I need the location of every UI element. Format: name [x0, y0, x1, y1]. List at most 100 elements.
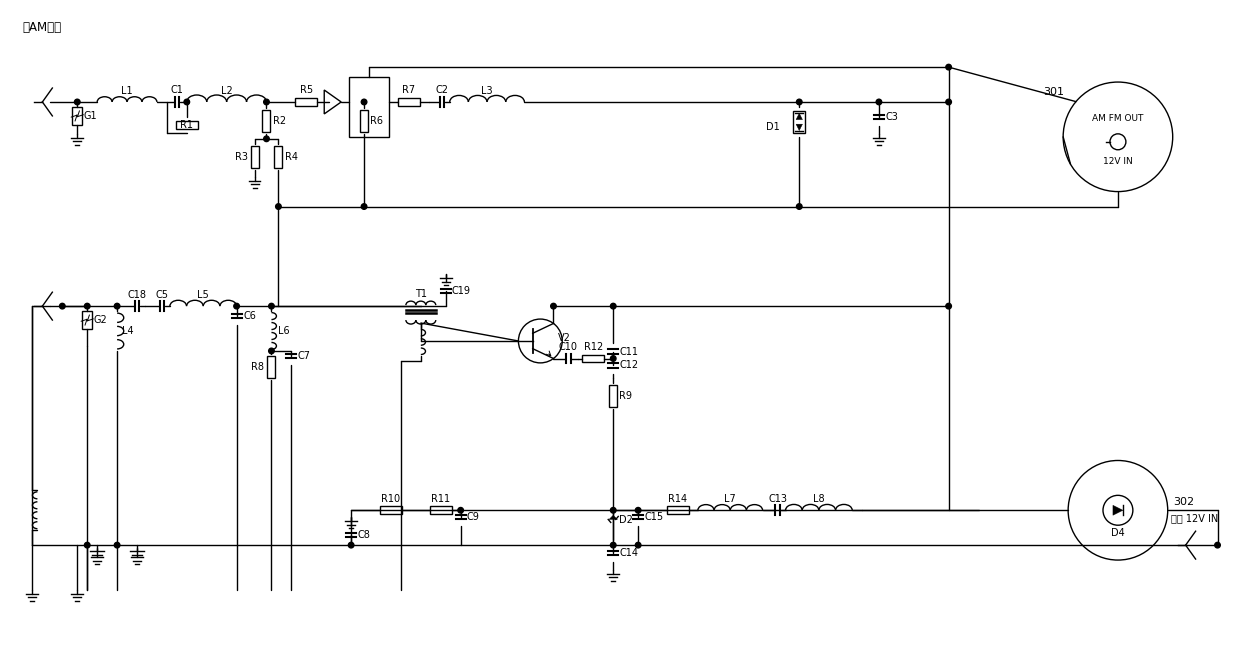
Text: L6: L6 — [279, 326, 290, 336]
Bar — [268, 356, 275, 378]
Text: R6: R6 — [370, 116, 383, 126]
Text: R14: R14 — [668, 494, 687, 504]
Text: V2: V2 — [558, 333, 570, 343]
Text: L3: L3 — [481, 86, 492, 96]
Text: R11: R11 — [432, 494, 450, 504]
Polygon shape — [1114, 505, 1123, 515]
Bar — [72, 107, 82, 125]
Polygon shape — [609, 515, 618, 519]
Circle shape — [269, 348, 274, 354]
Text: C9: C9 — [466, 512, 480, 522]
Circle shape — [551, 303, 557, 309]
Text: L7: L7 — [724, 494, 737, 504]
Text: G2: G2 — [93, 315, 107, 325]
Circle shape — [269, 303, 274, 309]
Text: D1: D1 — [765, 122, 779, 132]
Text: L2: L2 — [221, 86, 233, 96]
Circle shape — [84, 303, 91, 309]
Bar — [583, 354, 604, 362]
Circle shape — [264, 136, 269, 142]
Text: C6: C6 — [243, 311, 257, 321]
Text: G1: G1 — [83, 111, 97, 121]
Text: C12: C12 — [619, 360, 639, 370]
Text: 12V IN: 12V IN — [1104, 157, 1133, 166]
Circle shape — [361, 204, 367, 209]
Text: 302: 302 — [1173, 497, 1194, 507]
Bar — [667, 507, 689, 514]
Text: C13: C13 — [768, 494, 787, 504]
Text: AM FM OUT: AM FM OUT — [1092, 114, 1143, 123]
Text: 301: 301 — [1043, 87, 1064, 97]
Bar — [609, 385, 618, 407]
Text: D4: D4 — [1111, 528, 1125, 538]
Text: R10: R10 — [382, 494, 401, 504]
Text: D2: D2 — [619, 515, 634, 525]
Bar — [176, 121, 197, 129]
Circle shape — [610, 542, 616, 548]
Text: C5: C5 — [155, 290, 169, 300]
Text: C7: C7 — [298, 351, 310, 361]
Circle shape — [1215, 542, 1220, 548]
Circle shape — [635, 507, 641, 513]
Circle shape — [458, 507, 464, 513]
Bar — [274, 146, 283, 168]
Circle shape — [610, 303, 616, 309]
Bar — [794, 111, 805, 133]
Text: T1: T1 — [415, 289, 427, 299]
Polygon shape — [796, 124, 802, 131]
Text: R3: R3 — [234, 152, 248, 162]
Bar — [350, 77, 389, 137]
Text: R7: R7 — [402, 85, 415, 95]
Text: C8: C8 — [357, 530, 370, 540]
Circle shape — [946, 303, 951, 309]
Circle shape — [361, 99, 367, 105]
Circle shape — [635, 542, 641, 548]
Circle shape — [234, 303, 239, 309]
Circle shape — [348, 542, 353, 548]
Text: C15: C15 — [644, 512, 663, 522]
Polygon shape — [796, 113, 802, 119]
Text: C11: C11 — [619, 346, 639, 356]
Text: C3: C3 — [885, 112, 899, 122]
Circle shape — [184, 99, 190, 105]
Text: R9: R9 — [619, 391, 632, 401]
Circle shape — [946, 99, 951, 105]
Circle shape — [946, 64, 951, 70]
Text: L8: L8 — [813, 494, 825, 504]
Bar — [82, 311, 92, 329]
Text: C2: C2 — [435, 85, 448, 95]
Text: C1: C1 — [170, 85, 184, 95]
Bar — [379, 507, 402, 514]
Bar — [250, 146, 258, 168]
Circle shape — [796, 204, 802, 209]
Text: C18: C18 — [128, 290, 146, 300]
Text: 去AM天线: 去AM天线 — [22, 21, 62, 34]
Text: R2: R2 — [274, 116, 286, 126]
Circle shape — [275, 204, 281, 209]
Bar — [263, 110, 270, 132]
Circle shape — [264, 99, 269, 105]
Circle shape — [114, 542, 120, 548]
Circle shape — [877, 99, 882, 105]
Text: C14: C14 — [619, 548, 639, 558]
Circle shape — [610, 507, 616, 513]
Text: C19: C19 — [451, 287, 471, 296]
Text: R4: R4 — [285, 152, 299, 162]
Text: R1: R1 — [180, 120, 193, 130]
Bar — [295, 98, 317, 106]
Text: 除雾 12V IN: 除雾 12V IN — [1171, 513, 1218, 523]
Text: R8: R8 — [252, 362, 264, 372]
Circle shape — [74, 99, 81, 105]
Text: R12: R12 — [584, 342, 603, 352]
Text: L1: L1 — [122, 86, 133, 96]
Text: L5: L5 — [197, 290, 210, 300]
Text: R5: R5 — [300, 85, 312, 95]
Circle shape — [60, 303, 66, 309]
Circle shape — [796, 99, 802, 105]
Text: L4: L4 — [122, 326, 134, 336]
Circle shape — [114, 303, 120, 309]
Circle shape — [610, 356, 616, 361]
Bar — [430, 507, 451, 514]
Bar — [360, 110, 368, 132]
Bar — [398, 98, 420, 106]
